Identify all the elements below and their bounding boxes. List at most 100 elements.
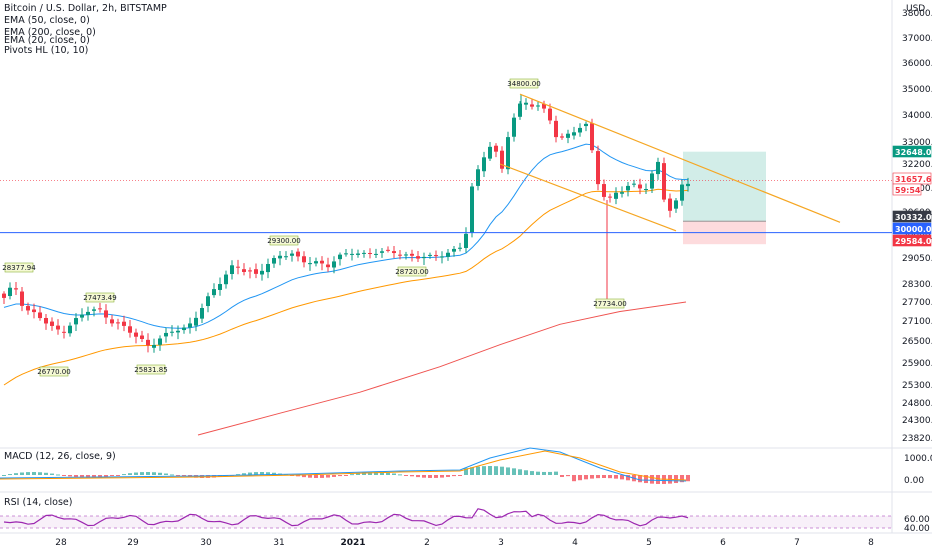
candle-body [230, 265, 234, 274]
macd-histogram-bar [20, 472, 24, 475]
candle-body [488, 146, 492, 159]
candle-body [80, 314, 84, 318]
candle-body [296, 251, 300, 257]
candle-body [260, 270, 264, 275]
long-position-tool[interactable] [683, 151, 766, 245]
price-tick: 37000.00 [902, 34, 932, 44]
pivot-label-box [397, 266, 427, 277]
currency-label: USD [906, 4, 925, 14]
candle-body [272, 258, 276, 264]
candle-body [116, 322, 120, 324]
macd-histogram-bar [656, 475, 660, 484]
price-badge [892, 222, 932, 235]
macd-histogram-bar [62, 475, 66, 476]
candle-body [290, 253, 294, 256]
time-axis[interactable]: 28 29 30 31 2021 2 3 4 5 6 7 8 [55, 538, 874, 548]
price-badge-text: 32648.00 [895, 148, 932, 157]
candle-body [566, 133, 570, 138]
macd-histogram-bar [104, 475, 108, 477]
price-tick: 33000.00 [902, 138, 932, 148]
macd-histogram-bar [686, 475, 690, 482]
date-tick: 5 [646, 538, 652, 548]
rsi-label: RSI (14, close) [4, 497, 72, 508]
candle-body [236, 266, 240, 268]
macd-histogram-bar [56, 474, 60, 476]
candle-body [572, 132, 576, 136]
macd-histogram-bar [32, 472, 36, 475]
candle-body [548, 108, 552, 121]
macd-histogram-bar [398, 474, 402, 476]
macd-histogram-bar [350, 474, 354, 476]
macd-histogram-bar [356, 473, 360, 475]
candle-body [374, 253, 378, 255]
candle-body [536, 105, 540, 107]
candles [2, 94, 690, 353]
candle-body [398, 254, 402, 256]
candle-body [278, 255, 282, 259]
price-badge [892, 145, 932, 158]
macd-histogram-bar [626, 475, 630, 481]
price-tick: 35000.00 [902, 85, 932, 95]
macd-histogram-bar [14, 473, 18, 475]
candle-body [554, 120, 558, 138]
macd-histogram-bar [170, 474, 174, 476]
trendline-upper [519, 93, 841, 223]
candle-body [626, 185, 630, 191]
price-tick: 27700.00 [902, 298, 932, 308]
candle-body [86, 311, 90, 316]
candle-body [224, 274, 228, 285]
macd-histogram-bar [434, 475, 438, 478]
macd-histogram-bar [644, 475, 648, 484]
price-tick: 23820.00 [902, 434, 932, 444]
pivot-label: 27734.00 [593, 300, 626, 308]
price-tick: 27100.00 [902, 317, 932, 327]
candle-body [650, 173, 654, 189]
macd-histogram-bar [578, 475, 582, 481]
macd-pane: 1000.00 0.00 [0, 447, 932, 486]
candle-body [284, 256, 288, 258]
price-tick: 25300.00 [902, 381, 932, 391]
candle-body [170, 331, 174, 333]
macd-histogram-bar [488, 466, 492, 475]
pivot-label-box [509, 78, 539, 89]
date-tick: 30 [200, 538, 212, 548]
candle-body [338, 254, 342, 260]
macd-label: MACD (12, 26, close, 9) [4, 451, 116, 462]
candle-body [500, 150, 504, 169]
macd-histogram-bar [530, 471, 534, 475]
date-tick: 28 [55, 538, 67, 548]
candle-body [428, 254, 432, 256]
price-tick: 24300.00 [902, 416, 932, 426]
candle-body [140, 335, 144, 340]
macd-histogram-bar [560, 475, 564, 477]
macd-tick: 1000.00 [904, 454, 932, 464]
macd-histogram-bar [176, 475, 180, 476]
macd-histogram-bar [260, 472, 264, 475]
candle-body [44, 317, 48, 324]
legend-ema50: EMA (50, close, 0) [4, 15, 90, 26]
macd-histogram-bar [236, 474, 240, 476]
macd-histogram-bar [518, 469, 522, 475]
macd-histogram-bar [494, 466, 498, 475]
candle-body [320, 260, 324, 264]
candle-body [302, 256, 306, 263]
pivot-label-box [39, 366, 69, 377]
candle-body [2, 293, 6, 298]
macd-histogram-bar [254, 472, 258, 475]
candle-body [476, 169, 480, 186]
macd-histogram-bar [386, 472, 390, 475]
macd-histogram-bar [320, 475, 324, 478]
price-badge [892, 183, 922, 196]
candle-body [218, 284, 222, 290]
macd-histogram-bar [2, 475, 6, 476]
drawings[interactable] [0, 93, 892, 234]
pivot-label-box [85, 292, 115, 303]
macd-histogram-bar [536, 471, 540, 475]
pivot-label-box [595, 298, 625, 309]
candle-body [614, 192, 618, 199]
candle-body [194, 317, 198, 326]
macd-histogram-bar [554, 471, 558, 475]
candle-body [578, 127, 582, 133]
macd-histogram-bar [140, 472, 144, 475]
